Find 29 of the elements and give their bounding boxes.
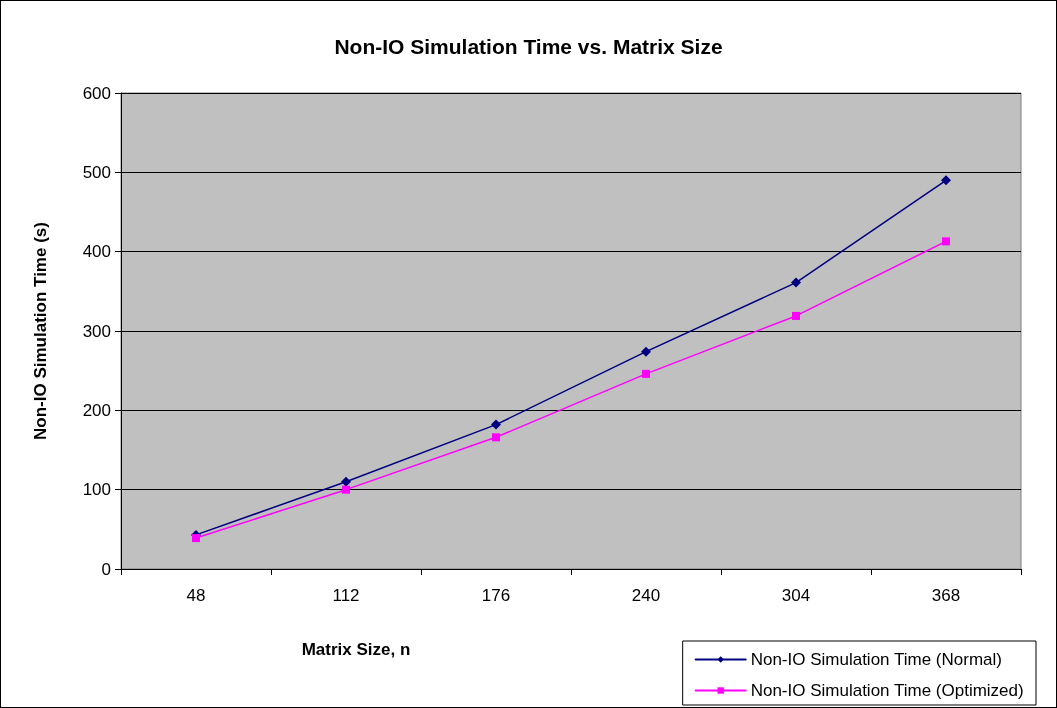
x-tick-label: 48 [186, 586, 206, 605]
y-tick-label: 600 [82, 83, 111, 103]
x-tick-label: 176 [481, 586, 511, 605]
chart-title: Non-IO Simulation Time vs. Matrix Size [334, 35, 723, 58]
y-tick-label: 100 [82, 480, 111, 500]
point [791, 277, 801, 288]
point [792, 311, 800, 320]
point [942, 237, 950, 246]
point [342, 485, 350, 494]
y-tick-label: 500 [82, 162, 111, 182]
legend-label: Non-IO Simulation Time (Optimized) [750, 681, 1024, 700]
x-tick-label: 304 [781, 586, 811, 605]
y-tick-label: 200 [82, 400, 111, 420]
x-axis-title: Matrix Size, n [301, 640, 411, 659]
legend-label: Non-IO Simulation Time (Normal) [750, 650, 1002, 669]
x-tick-label: 368 [931, 586, 961, 605]
y-tick-label: 0 [101, 559, 111, 579]
y-tick-label: 400 [82, 242, 111, 262]
y-tick-label: 300 [82, 321, 111, 341]
point [641, 346, 651, 357]
point [941, 175, 951, 186]
point [492, 433, 500, 442]
x-tick-label: 240 [631, 586, 661, 605]
point [642, 369, 650, 378]
x-tick-label: 112 [332, 586, 360, 605]
point [192, 534, 200, 543]
point [491, 419, 501, 430]
y-axis-title: Non-IO Simulation Time (s) [31, 222, 50, 440]
point [341, 476, 351, 487]
